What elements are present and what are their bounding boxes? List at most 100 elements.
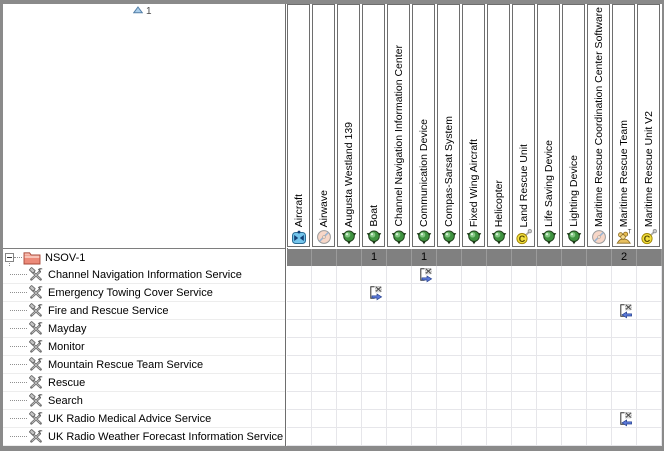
matrix-cell[interactable]: [337, 284, 362, 302]
matrix-cell[interactable]: [587, 374, 612, 392]
matrix-cell[interactable]: [412, 320, 437, 338]
matrix-cell[interactable]: [487, 428, 512, 446]
matrix-cell[interactable]: [387, 356, 412, 374]
matrix-cell[interactable]: [487, 266, 512, 284]
matrix-cell[interactable]: [562, 356, 587, 374]
matrix-cell[interactable]: [612, 428, 637, 446]
matrix-cell[interactable]: [362, 302, 387, 320]
matrix-cell[interactable]: [287, 302, 312, 320]
column-header-channel-navigation-information-center[interactable]: Channel Navigation Information Center: [387, 4, 410, 247]
tree-row-uk-radio-weather-forecast-information-service[interactable]: UK Radio Weather Forecast Information Se…: [3, 428, 285, 446]
matrix-cell[interactable]: [287, 392, 312, 410]
matrix-cell[interactable]: [512, 266, 537, 284]
matrix-cell[interactable]: [362, 410, 387, 428]
matrix-cell[interactable]: [337, 428, 362, 446]
matrix-cell[interactable]: [637, 428, 662, 446]
column-header-aircraft[interactable]: Aircraft: [287, 4, 310, 247]
tree-row-mayday[interactable]: Mayday: [3, 320, 285, 338]
matrix-cell[interactable]: [462, 392, 487, 410]
matrix-cell[interactable]: [537, 410, 562, 428]
matrix-cell[interactable]: [412, 428, 437, 446]
matrix-cell[interactable]: [412, 410, 437, 428]
column-header-boat[interactable]: Boat: [362, 4, 385, 247]
matrix-cell[interactable]: [412, 356, 437, 374]
matrix-cell[interactable]: [337, 338, 362, 356]
tree-row-monitor[interactable]: Monitor: [3, 338, 285, 356]
tree-row-fire-and-rescue-service[interactable]: Fire and Rescue Service: [3, 302, 285, 320]
column-header-land-rescue-unit[interactable]: Land Rescue Unit C: [512, 4, 535, 247]
matrix-cell[interactable]: [437, 302, 462, 320]
tree-row-uk-radio-medical-advice-service[interactable]: UK Radio Medical Advice Service: [3, 410, 285, 428]
matrix-cell[interactable]: [512, 320, 537, 338]
matrix-cell[interactable]: [562, 338, 587, 356]
matrix-cell[interactable]: [337, 356, 362, 374]
matrix-cell[interactable]: [637, 320, 662, 338]
matrix-cell[interactable]: [312, 320, 337, 338]
column-header-communication-device[interactable]: Communication Device: [412, 4, 435, 247]
matrix-cell[interactable]: [312, 356, 337, 374]
matrix-cell[interactable]: [362, 374, 387, 392]
matrix-cell[interactable]: [437, 284, 462, 302]
matrix-cell[interactable]: [637, 356, 662, 374]
matrix-cell[interactable]: [387, 266, 412, 284]
matrix-cell[interactable]: [637, 266, 662, 284]
matrix-cell[interactable]: [337, 302, 362, 320]
matrix-cell[interactable]: [387, 284, 412, 302]
matrix-cell[interactable]: [562, 428, 587, 446]
matrix-cell[interactable]: [537, 428, 562, 446]
matrix-cell[interactable]: [337, 266, 362, 284]
matrix-cell[interactable]: [487, 338, 512, 356]
matrix-cell[interactable]: [437, 428, 462, 446]
column-header-helicopter[interactable]: Helicopter: [487, 4, 510, 247]
matrix-cell[interactable]: [437, 338, 462, 356]
matrix-cell[interactable]: [562, 320, 587, 338]
tree-row-rescue[interactable]: Rescue: [3, 374, 285, 392]
matrix-cell[interactable]: [587, 338, 612, 356]
matrix-cell[interactable]: [487, 284, 512, 302]
matrix-cell[interactable]: [387, 320, 412, 338]
tree-row-emergency-towing-cover-service[interactable]: Emergency Towing Cover Service: [3, 284, 285, 302]
matrix-cell[interactable]: [337, 392, 362, 410]
matrix-cell[interactable]: [387, 428, 412, 446]
matrix-cell[interactable]: [512, 428, 537, 446]
matrix-cell[interactable]: [537, 302, 562, 320]
matrix-cell[interactable]: [562, 302, 587, 320]
matrix-cell[interactable]: [587, 266, 612, 284]
matrix-cell[interactable]: [562, 266, 587, 284]
matrix-cell[interactable]: [312, 392, 337, 410]
matrix-cell[interactable]: [362, 320, 387, 338]
matrix-cell[interactable]: [462, 338, 487, 356]
matrix-cell[interactable]: [487, 356, 512, 374]
matrix-cell[interactable]: [412, 284, 437, 302]
matrix-cell[interactable]: [287, 284, 312, 302]
matrix-cell[interactable]: [587, 410, 612, 428]
matrix-cell[interactable]: [637, 338, 662, 356]
matrix-cell[interactable]: [462, 302, 487, 320]
matrix-cell[interactable]: [312, 302, 337, 320]
matrix-cell[interactable]: [387, 392, 412, 410]
matrix-cell[interactable]: [637, 410, 662, 428]
matrix-cell[interactable]: [337, 374, 362, 392]
matrix-cell[interactable]: [287, 266, 312, 284]
matrix-cell[interactable]: [312, 284, 337, 302]
matrix-cell[interactable]: [562, 284, 587, 302]
matrix-cell[interactable]: [612, 392, 637, 410]
matrix-cell[interactable]: [437, 374, 462, 392]
matrix-cell[interactable]: [562, 374, 587, 392]
matrix-cell[interactable]: [537, 320, 562, 338]
matrix-cell[interactable]: [287, 338, 312, 356]
matrix-cell[interactable]: [312, 428, 337, 446]
matrix-cell[interactable]: [462, 284, 487, 302]
matrix-cell[interactable]: [512, 284, 537, 302]
matrix-cell[interactable]: [612, 356, 637, 374]
matrix-cell[interactable]: [637, 284, 662, 302]
matrix-cell[interactable]: [512, 392, 537, 410]
matrix-cell[interactable]: [362, 266, 387, 284]
matrix-cell[interactable]: [637, 374, 662, 392]
matrix-cell[interactable]: [362, 392, 387, 410]
matrix-cell[interactable]: [437, 356, 462, 374]
matrix-cell[interactable]: [637, 392, 662, 410]
matrix-cell[interactable]: [287, 410, 312, 428]
column-header-compas-sarsat-system[interactable]: Compas-Sarsat System: [437, 4, 460, 247]
matrix-cell[interactable]: [362, 428, 387, 446]
